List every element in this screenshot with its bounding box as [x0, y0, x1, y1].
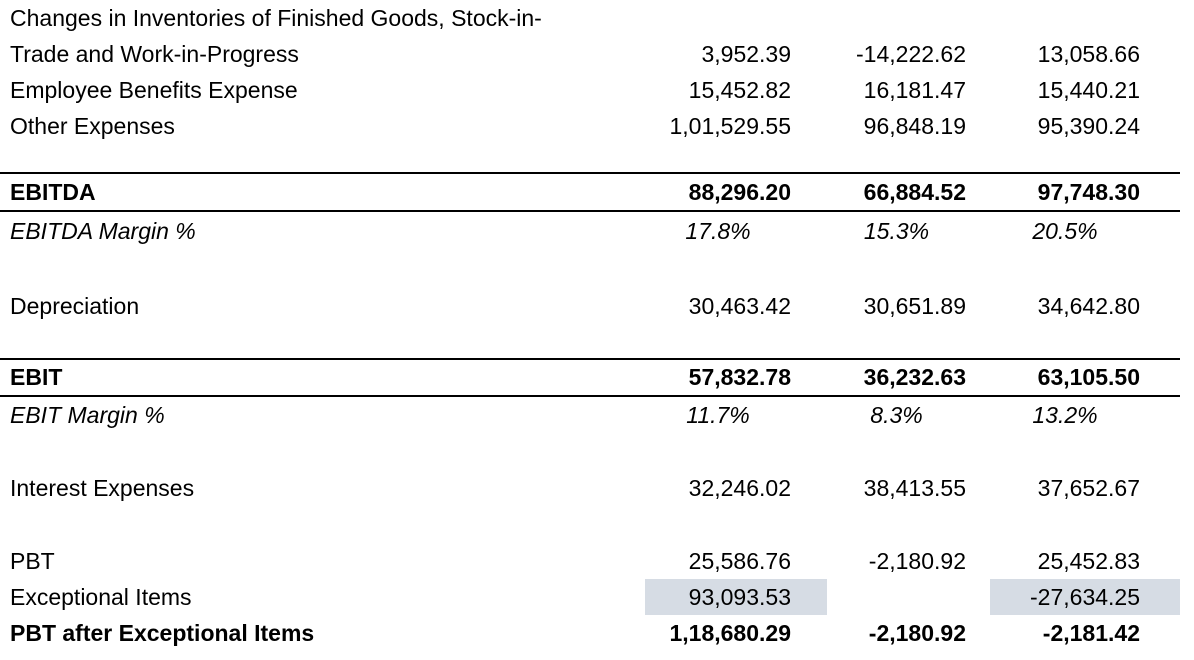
- row-label[interactable]: Interest Expenses: [10, 474, 195, 501]
- value-cell[interactable]: 38,413.55: [863, 474, 966, 501]
- value-cell[interactable]: 3,952.39: [701, 40, 791, 67]
- row-label[interactable]: PBT: [10, 547, 55, 574]
- row-label[interactable]: Exceptional Items: [10, 583, 192, 610]
- value-cell[interactable]: 37,652.67: [1037, 474, 1140, 501]
- value-cell[interactable]: -2,180.92: [868, 547, 966, 574]
- table-row: Depreciation 30,463.42 30,651.89 34,642.80: [0, 288, 1180, 324]
- value-cell[interactable]: 57,832.78: [688, 364, 791, 390]
- value-cell[interactable]: 88,296.20: [688, 178, 791, 205]
- value-cell[interactable]: -2,180.92: [868, 619, 966, 646]
- value-cell[interactable]: 66,884.52: [863, 178, 966, 205]
- table-rows-container: Changes in Inventories of Finished Goods…: [0, 0, 1180, 651]
- value-cell[interactable]: 11.7%: [686, 401, 750, 428]
- value-cell[interactable]: 1,01,529.55: [669, 112, 791, 139]
- value-cell[interactable]: 34,642.80: [1037, 292, 1140, 319]
- value-cell[interactable]: 97,748.30: [1037, 178, 1140, 205]
- table-row: EBIT 57,832.78 36,232.63 63,105.50: [0, 358, 1180, 397]
- row-label[interactable]: EBITDA: [10, 178, 96, 205]
- row-label[interactable]: Depreciation: [10, 292, 140, 319]
- value-cell[interactable]: 8.3%: [870, 401, 923, 428]
- financial-statement-table: Changes in Inventories of Finished Goods…: [0, 0, 1180, 651]
- value-cell[interactable]: 13.2%: [1032, 401, 1098, 428]
- value-cell[interactable]: 1,18,680.29: [669, 619, 791, 646]
- table-row: Exceptional Items 93,093.53 -27,634.25: [0, 579, 1180, 615]
- table-row: PBT after Exceptional Items 1,18,680.29 -2…: [0, 615, 1180, 651]
- row-label[interactable]: Other Expenses: [10, 112, 175, 139]
- value-cell[interactable]: 63,105.50: [1037, 364, 1140, 390]
- table-row: Other Expenses 1,01,529.55 96,848.19 95,390…: [0, 108, 1180, 144]
- value-cell[interactable]: 96,848.19: [863, 112, 966, 139]
- value-cell[interactable]: 30,463.42: [688, 292, 791, 319]
- table-row: PBT 25,586.76 -2,180.92 25,452.83: [0, 543, 1180, 579]
- value-cell[interactable]: [827, 579, 990, 615]
- value-cell[interactable]: 17.8%: [685, 217, 751, 244]
- highlighted-value-cell[interactable]: 93,093.53: [645, 579, 827, 615]
- value-cell[interactable]: 25,452.83: [1037, 547, 1140, 574]
- value-cell[interactable]: 30,651.89: [863, 292, 966, 319]
- highlighted-value-cell[interactable]: -27,634.25: [990, 579, 1180, 615]
- value-cell[interactable]: 13,058.66: [1037, 40, 1140, 67]
- table-row: EBIT Margin % 11.7% 8.3% 13.2%: [0, 397, 1180, 433]
- table-row: Trade and Work-in-Progress 3,952.39 -14,22…: [0, 36, 1180, 72]
- row-label[interactable]: Employee Benefits Expense: [10, 76, 298, 103]
- row-label[interactable]: EBITDA Margin %: [10, 217, 196, 244]
- table-row: Interest Expenses 32,246.02 38,413.55 37,65…: [0, 470, 1180, 506]
- row-label[interactable]: PBT after Exceptional Items: [10, 619, 315, 646]
- value-cell[interactable]: 16,181.47: [863, 76, 966, 103]
- value-cell[interactable]: -14,222.62: [856, 40, 966, 67]
- value-cell[interactable]: [990, 0, 1180, 36]
- value-cell[interactable]: 32,246.02: [688, 474, 791, 501]
- table-row: EBITDA Margin % 17.8% 15.3% 20.5%: [0, 212, 1180, 250]
- value-cell[interactable]: 25,586.76: [688, 547, 791, 574]
- value-cell[interactable]: [645, 0, 827, 36]
- value-cell[interactable]: 36,232.63: [863, 364, 966, 390]
- value-cell[interactable]: 15.3%: [863, 217, 930, 244]
- value-cell[interactable]: 15,452.82: [688, 76, 791, 103]
- table-row: EBITDA 88,296.20 66,884.52 97,748.30: [0, 172, 1180, 212]
- row-label[interactable]: Trade and Work-in-Progress: [10, 40, 299, 67]
- value-cell[interactable]: 20.5%: [1032, 217, 1098, 244]
- value-cell[interactable]: 95,390.24: [1037, 112, 1140, 139]
- table-row: Employee Benefits Expense 15,452.82 16,181…: [0, 72, 1180, 108]
- row-label[interactable]: EBIT: [10, 364, 63, 390]
- value-cell[interactable]: 15,440.21: [1037, 76, 1140, 103]
- row-label[interactable]: Changes in Inventories of Finished Goods…: [10, 4, 542, 31]
- row-label[interactable]: EBIT Margin %: [10, 401, 165, 428]
- table-row: Changes in Inventories of Finished Goods…: [0, 0, 1180, 36]
- value-cell[interactable]: -2,181.42: [1042, 619, 1140, 646]
- value-cell[interactable]: [827, 0, 990, 36]
